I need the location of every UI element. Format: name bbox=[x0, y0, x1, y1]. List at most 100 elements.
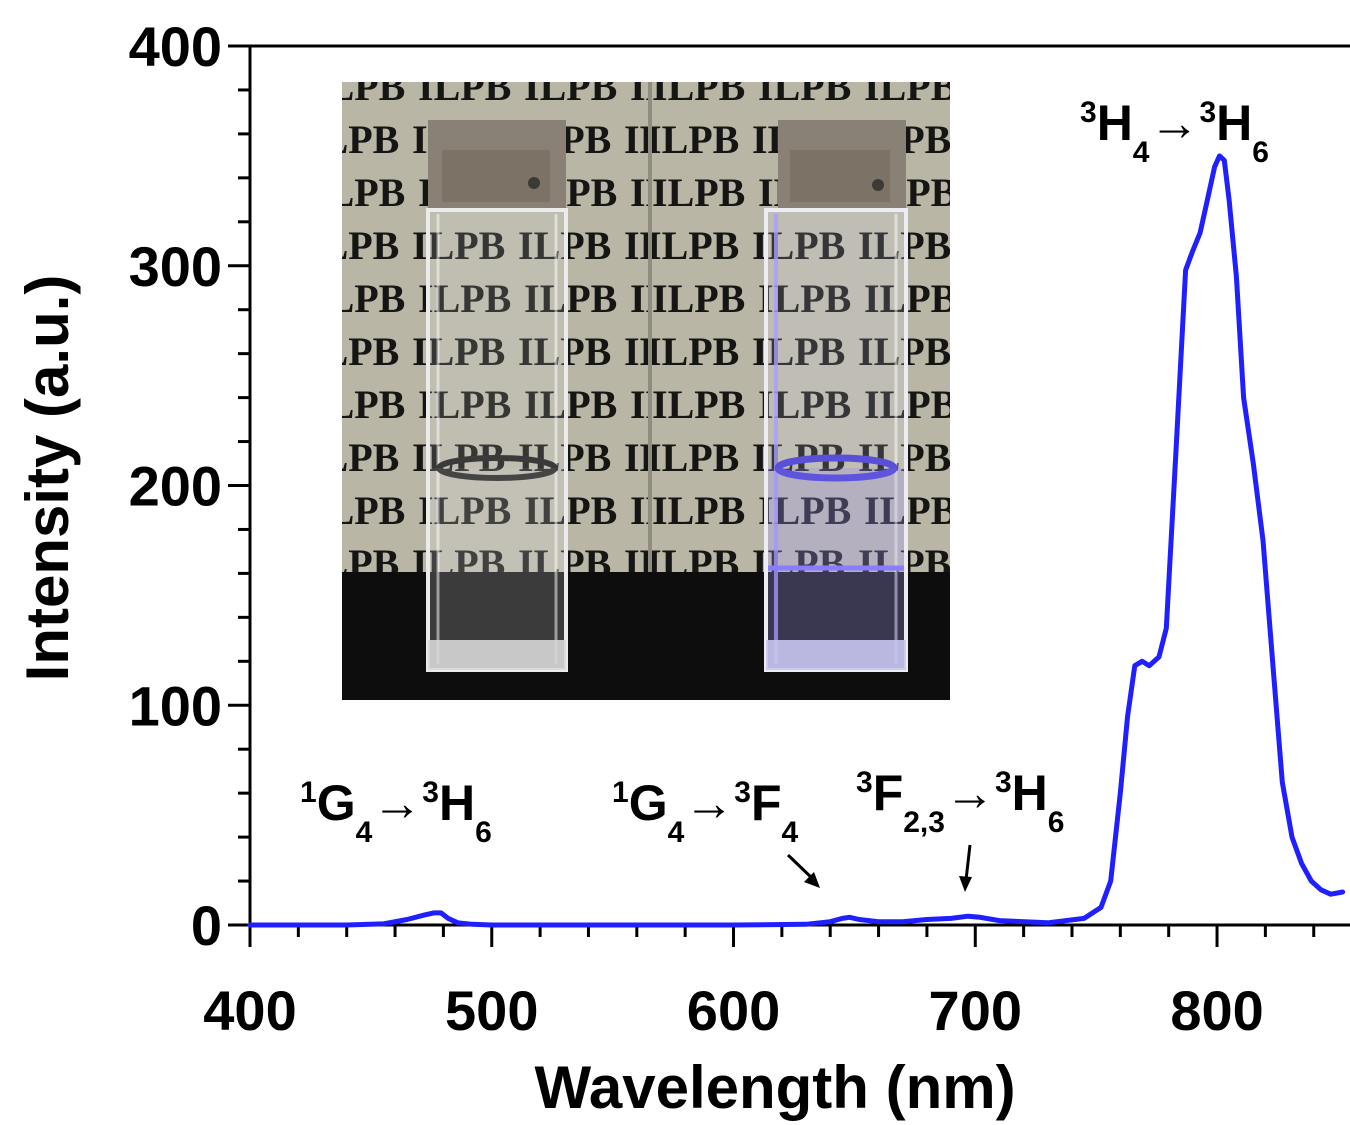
anno2-base1: G bbox=[629, 775, 668, 831]
cuvette-left-base bbox=[428, 640, 566, 670]
inset-word: ILPB bbox=[758, 276, 851, 321]
y-tick-label: 0 bbox=[191, 894, 222, 957]
inset-word: ILPB bbox=[312, 488, 405, 533]
svg-text:1G4→3F4: 1G4→3F4 bbox=[612, 775, 799, 849]
inset-word: ILPB bbox=[652, 276, 745, 321]
inset-word: ILPB bbox=[864, 64, 957, 109]
x-tick-label: 500 bbox=[445, 979, 538, 1042]
cuvette-left bbox=[426, 120, 568, 672]
y-tick-label: 300 bbox=[129, 235, 222, 298]
inset-word: ILPB bbox=[630, 488, 723, 533]
inset-word: ILPB bbox=[306, 223, 399, 268]
anno4-base2-sup: 3 bbox=[1199, 96, 1216, 129]
inset-word: ILPB bbox=[646, 117, 739, 162]
inset-word: ILPB bbox=[630, 276, 723, 321]
inset-word: ILPB bbox=[312, 170, 405, 215]
inset-word: ILPB bbox=[306, 329, 399, 374]
inset-word: ILPB bbox=[312, 382, 405, 427]
inset-word: ILPB bbox=[624, 117, 717, 162]
y-tick-label: 200 bbox=[129, 455, 222, 518]
inset-word: ILPB bbox=[630, 64, 723, 109]
anno3-base1-sup: 3 bbox=[856, 766, 873, 799]
x-tick-label: 400 bbox=[203, 979, 296, 1042]
inset-word: ILPB bbox=[624, 329, 717, 374]
anno2-base2: F bbox=[751, 775, 782, 831]
inset-word: ILPB bbox=[758, 488, 851, 533]
anno4-arrow: → bbox=[1149, 95, 1199, 151]
inset-word: ILPB bbox=[652, 170, 745, 215]
inset-word: ILPB bbox=[524, 382, 617, 427]
inset-word: ILPB bbox=[646, 435, 739, 480]
x-tick-label: 600 bbox=[687, 979, 780, 1042]
cuvette-right-body bbox=[764, 208, 908, 672]
svg-text:1G4→3H6: 1G4→3H6 bbox=[300, 775, 492, 849]
anno4-base1-sup: 3 bbox=[1080, 96, 1097, 129]
y-tick-label: 400 bbox=[129, 15, 222, 78]
inset-word: ILPB bbox=[652, 64, 745, 109]
series-line bbox=[247, 153, 1346, 928]
anno1-base1: G bbox=[317, 775, 356, 831]
inset-word: ILPB bbox=[306, 117, 399, 162]
inset-word: ILPB bbox=[306, 435, 399, 480]
anno4-base2: H bbox=[1216, 95, 1252, 151]
anno3-base1-sub: 2,3 bbox=[903, 806, 945, 839]
x-tick-label: 700 bbox=[929, 979, 1022, 1042]
inset-word: ILPB bbox=[630, 382, 723, 427]
inset-word: ILPB bbox=[524, 64, 617, 109]
inset-word: ILPB bbox=[646, 329, 739, 374]
anno1-base2: H bbox=[439, 775, 475, 831]
annotation-3f23-3h6: 3F2,3→3H6 bbox=[856, 765, 1064, 892]
anno3-base2: H bbox=[1012, 765, 1048, 821]
anno3-arrow: → bbox=[945, 765, 995, 821]
inset-word: ILPB bbox=[646, 223, 739, 268]
anno4-base1-sub: 4 bbox=[1133, 136, 1150, 169]
anno1-arrow: → bbox=[372, 775, 422, 831]
anno4-base2-sub: 6 bbox=[1252, 136, 1269, 169]
inset-word: ILPB bbox=[652, 488, 745, 533]
anno2-base2-sub: 4 bbox=[782, 816, 799, 849]
y-tick-label: 100 bbox=[129, 674, 222, 737]
anno3-base2-sub: 6 bbox=[1048, 806, 1065, 839]
inset-word: ILPB bbox=[630, 170, 723, 215]
inset-word: ILPB bbox=[758, 64, 851, 109]
annotation-1g4-3h6: 1G4→3H6 bbox=[300, 775, 492, 849]
inset-word: ILPB bbox=[758, 382, 851, 427]
inset-word: ILPB bbox=[312, 276, 405, 321]
cuvette-left-meniscus bbox=[436, 455, 558, 481]
inset-word: ILPB bbox=[312, 64, 405, 109]
anno1-base1-sub: 4 bbox=[356, 816, 373, 849]
pointer-arrow-1g4-3f4 bbox=[786, 853, 816, 882]
anno3-base2-sup: 3 bbox=[995, 766, 1012, 799]
cuvette-right-meniscus bbox=[774, 454, 898, 482]
anno3-base1: F bbox=[873, 765, 904, 821]
anno2-base2-sup: 3 bbox=[734, 776, 751, 809]
anno1-base2-sub: 6 bbox=[475, 816, 492, 849]
cuvette-left-body bbox=[426, 208, 568, 672]
x-axis-title: Wavelength (nm) bbox=[534, 1054, 1015, 1121]
inset-word: ILPB bbox=[524, 276, 617, 321]
anno2-base1-sub: 4 bbox=[668, 816, 685, 849]
y-axis-title: Intensity (a.u.) bbox=[14, 275, 81, 682]
x-tick-label: 800 bbox=[1170, 979, 1263, 1042]
cuvette-right bbox=[764, 120, 908, 672]
annotation-1g4-3f4: 1G4→3F4 bbox=[612, 775, 820, 888]
svg-text:3F2,3→3H6: 3F2,3→3H6 bbox=[856, 765, 1064, 839]
inset-word: ILPB bbox=[624, 435, 717, 480]
inset-word: ILPB bbox=[418, 64, 511, 109]
inset-dark-band bbox=[342, 572, 950, 700]
inset-word: ILPB bbox=[524, 488, 617, 533]
inset-word: ILPB bbox=[418, 382, 511, 427]
anno2-base1-sup: 1 bbox=[612, 776, 629, 809]
anno4-base1: H bbox=[1097, 95, 1133, 151]
inset-word: ILPB bbox=[624, 223, 717, 268]
anno2-arrow: → bbox=[684, 775, 734, 831]
inset-word: ILPB bbox=[418, 276, 511, 321]
tick-labels: 400 500 600 700 800 0 100 200 300 400 bbox=[129, 15, 1264, 1042]
svg-text:3H4→3H6: 3H4→3H6 bbox=[1080, 95, 1269, 169]
annotation-3h4-3h6: 3H4→3H6 bbox=[1080, 95, 1269, 169]
anno1-base2-sup: 3 bbox=[422, 776, 439, 809]
pointer-arrow-3f23-3h6 bbox=[964, 844, 972, 881]
inset-word: ILPB bbox=[418, 488, 511, 533]
